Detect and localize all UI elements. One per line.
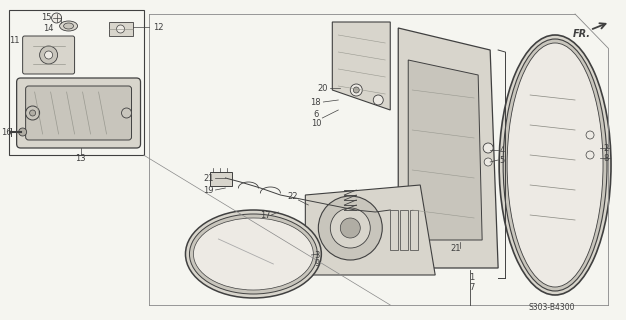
Text: 5: 5 xyxy=(500,156,505,164)
Polygon shape xyxy=(408,60,482,240)
Text: 2: 2 xyxy=(603,143,608,153)
FancyBboxPatch shape xyxy=(23,36,74,74)
Bar xyxy=(9,10,143,155)
Polygon shape xyxy=(398,28,498,268)
Text: S303-B4300: S303-B4300 xyxy=(529,303,575,313)
Ellipse shape xyxy=(190,214,317,294)
FancyBboxPatch shape xyxy=(26,86,131,140)
Text: 15: 15 xyxy=(41,12,52,21)
Text: 19: 19 xyxy=(203,186,213,195)
Ellipse shape xyxy=(59,21,78,31)
Text: 17: 17 xyxy=(260,211,270,220)
Text: 18: 18 xyxy=(310,98,321,107)
Ellipse shape xyxy=(499,35,611,295)
Ellipse shape xyxy=(503,39,607,291)
Text: 22: 22 xyxy=(287,191,297,201)
Circle shape xyxy=(586,151,594,159)
Circle shape xyxy=(353,87,359,93)
Bar xyxy=(210,172,232,186)
Bar xyxy=(108,22,133,36)
Circle shape xyxy=(51,13,61,23)
Ellipse shape xyxy=(193,218,314,290)
FancyBboxPatch shape xyxy=(17,78,140,148)
Circle shape xyxy=(483,143,493,153)
Circle shape xyxy=(39,46,58,64)
Circle shape xyxy=(116,25,125,33)
Ellipse shape xyxy=(507,43,603,287)
Text: 3: 3 xyxy=(315,251,320,260)
Text: 10: 10 xyxy=(311,118,322,127)
Ellipse shape xyxy=(64,23,74,29)
Text: 21: 21 xyxy=(450,244,461,252)
Circle shape xyxy=(341,218,361,238)
Circle shape xyxy=(484,158,492,166)
Circle shape xyxy=(319,196,382,260)
Circle shape xyxy=(29,110,36,116)
Text: 11: 11 xyxy=(9,36,20,44)
Text: 16: 16 xyxy=(1,127,12,137)
Text: 20: 20 xyxy=(317,84,327,92)
Circle shape xyxy=(351,84,362,96)
Circle shape xyxy=(331,208,370,248)
Text: 7: 7 xyxy=(470,283,475,292)
Text: 12: 12 xyxy=(153,22,164,31)
Text: 8: 8 xyxy=(603,154,608,163)
Circle shape xyxy=(44,51,53,59)
Circle shape xyxy=(19,128,27,136)
Text: 21: 21 xyxy=(203,173,213,182)
Text: 13: 13 xyxy=(75,154,86,163)
Polygon shape xyxy=(332,22,390,110)
Circle shape xyxy=(26,106,39,120)
Bar xyxy=(410,210,418,250)
Bar xyxy=(390,210,398,250)
Text: 6: 6 xyxy=(314,109,319,118)
Ellipse shape xyxy=(185,210,321,298)
Circle shape xyxy=(373,95,383,105)
Text: FR.: FR. xyxy=(573,29,591,39)
Bar xyxy=(400,210,408,250)
Text: 1: 1 xyxy=(470,274,475,283)
Polygon shape xyxy=(305,185,435,275)
Circle shape xyxy=(586,131,594,139)
Text: 9: 9 xyxy=(315,260,320,268)
Circle shape xyxy=(121,108,131,118)
Text: 4: 4 xyxy=(500,146,505,155)
Text: 14: 14 xyxy=(43,23,54,33)
